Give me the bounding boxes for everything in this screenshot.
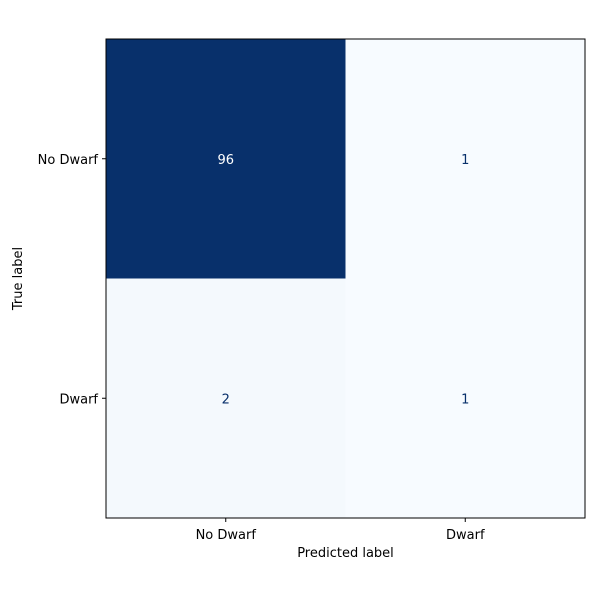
x-axis-label: Predicted label <box>297 546 394 561</box>
y-tick-label: No Dwarf <box>38 153 99 168</box>
y-tick-label: Dwarf <box>59 392 98 407</box>
plot-frame <box>105 38 586 519</box>
cell-value-labels: 96 1 2 1 <box>217 153 469 408</box>
cell-value-label-r1-c0: 2 <box>222 392 230 407</box>
y-axis-label: True label <box>11 247 26 311</box>
cell-value-label-r1-c1: 1 <box>461 392 469 407</box>
x-axis-ticks: No Dwarf Dwarf <box>196 518 485 543</box>
x-tick-label: No Dwarf <box>196 528 257 543</box>
heatmap-cell-r1-c1 <box>345 278 585 518</box>
heatmap-cells <box>106 39 585 518</box>
heatmap-cell-r0-c0 <box>106 39 346 279</box>
cell-value-label-r0-c1: 1 <box>461 153 469 168</box>
x-tick-label: Dwarf <box>446 528 485 543</box>
y-axis-ticks: No Dwarf Dwarf <box>38 153 106 407</box>
cell-value-label-r0-c0: 96 <box>217 153 234 168</box>
heatmap-cell-r1-c0 <box>106 278 346 518</box>
heatmap-cell-r0-c1 <box>345 39 585 279</box>
